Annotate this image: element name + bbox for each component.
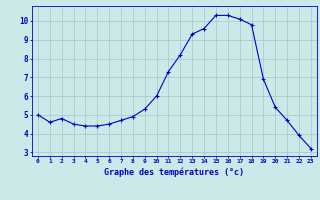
X-axis label: Graphe des températures (°c): Graphe des températures (°c) xyxy=(104,167,244,177)
